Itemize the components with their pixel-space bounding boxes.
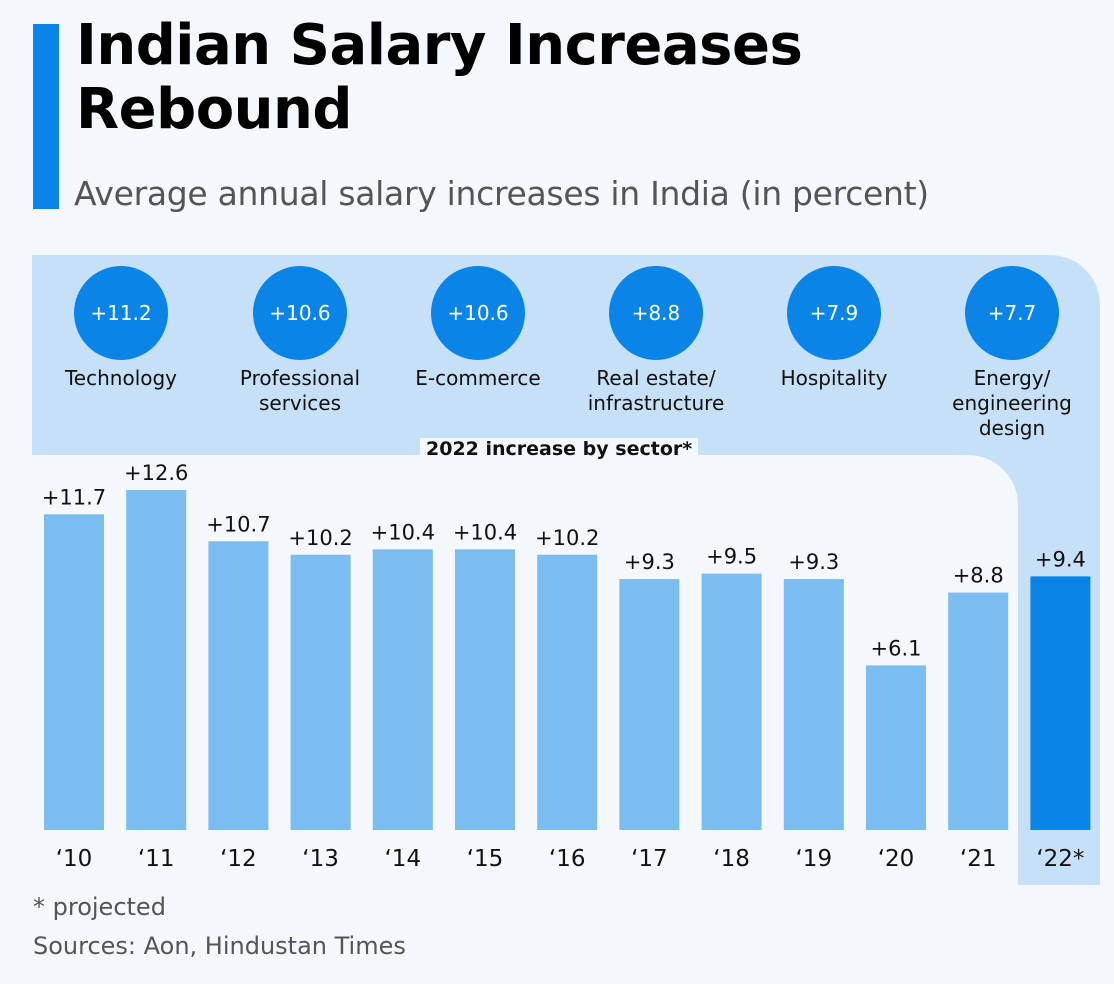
data-label: +10.7 xyxy=(206,512,270,536)
bar xyxy=(44,514,104,830)
accent-bar xyxy=(33,24,59,209)
bar xyxy=(126,490,187,830)
x-tick-label: ‘13 xyxy=(302,846,339,872)
bar xyxy=(290,554,351,830)
sector-name: E-commerce xyxy=(415,366,541,390)
sector-panel xyxy=(32,255,1100,885)
data-label: +11.7 xyxy=(42,485,106,509)
data-label: +9.3 xyxy=(788,550,839,574)
sector-name: Energy/ engineering design xyxy=(952,366,1072,440)
bar xyxy=(1030,576,1091,830)
x-tick-label: ‘18 xyxy=(713,846,750,872)
bar xyxy=(701,573,762,830)
bar xyxy=(537,554,598,830)
sector-value-badge: +7.7 xyxy=(965,266,1059,360)
data-label: +8.8 xyxy=(953,564,1004,588)
sector-value-badge: +10.6 xyxy=(253,266,347,360)
bar xyxy=(783,579,844,830)
data-label: +10.2 xyxy=(535,526,599,550)
data-label: +10.4 xyxy=(371,520,435,544)
sector-name: Real estate/ infrastructure xyxy=(587,366,725,415)
data-label: +6.1 xyxy=(871,636,922,660)
sector-name: Professional services xyxy=(239,366,361,415)
data-label: +10.4 xyxy=(453,520,517,544)
bar xyxy=(455,549,515,830)
bar xyxy=(208,541,269,830)
sector-value-badge: +10.6 xyxy=(431,266,525,360)
data-label: +9.3 xyxy=(624,550,675,574)
chart-title: Indian Salary Increases Rebound xyxy=(76,13,803,142)
sector-value-badge: +11.2 xyxy=(74,266,168,360)
x-tick-label: ‘22* xyxy=(1036,846,1084,872)
sector-value-badge: +8.8 xyxy=(609,266,703,360)
x-tick-label: ‘14 xyxy=(385,846,422,872)
bar xyxy=(372,549,433,830)
x-tick-label: ‘16 xyxy=(549,846,586,872)
bar xyxy=(866,665,926,830)
source: Sources: Aon, Hindustan Times xyxy=(33,932,406,960)
x-tick-label: ‘11 xyxy=(138,846,175,872)
data-label: +9.5 xyxy=(706,545,757,569)
x-tick-label: ‘17 xyxy=(631,846,668,872)
x-tick-label: ‘21 xyxy=(960,846,997,872)
data-label: +10.2 xyxy=(288,526,352,550)
data-label: +12.6 xyxy=(124,461,188,485)
x-tick-label: ‘20 xyxy=(878,846,915,872)
sector-caption: 2022 increase by sector* xyxy=(420,438,699,460)
sector-value-badge: +7.9 xyxy=(787,266,881,360)
sector-name: Hospitality xyxy=(780,366,888,390)
x-tick-label: ‘15 xyxy=(467,846,504,872)
data-label: +9.4 xyxy=(1035,547,1086,571)
footnote: * projected xyxy=(33,893,166,921)
sector-name: Technology xyxy=(64,366,178,390)
x-tick-label: ‘12 xyxy=(220,846,257,872)
chart-subtitle: Average annual salary increases in India… xyxy=(74,174,929,213)
x-tick-label: ‘10 xyxy=(56,846,93,872)
bar xyxy=(948,592,1009,830)
bar xyxy=(619,579,680,830)
x-tick-label: ‘19 xyxy=(796,846,833,872)
